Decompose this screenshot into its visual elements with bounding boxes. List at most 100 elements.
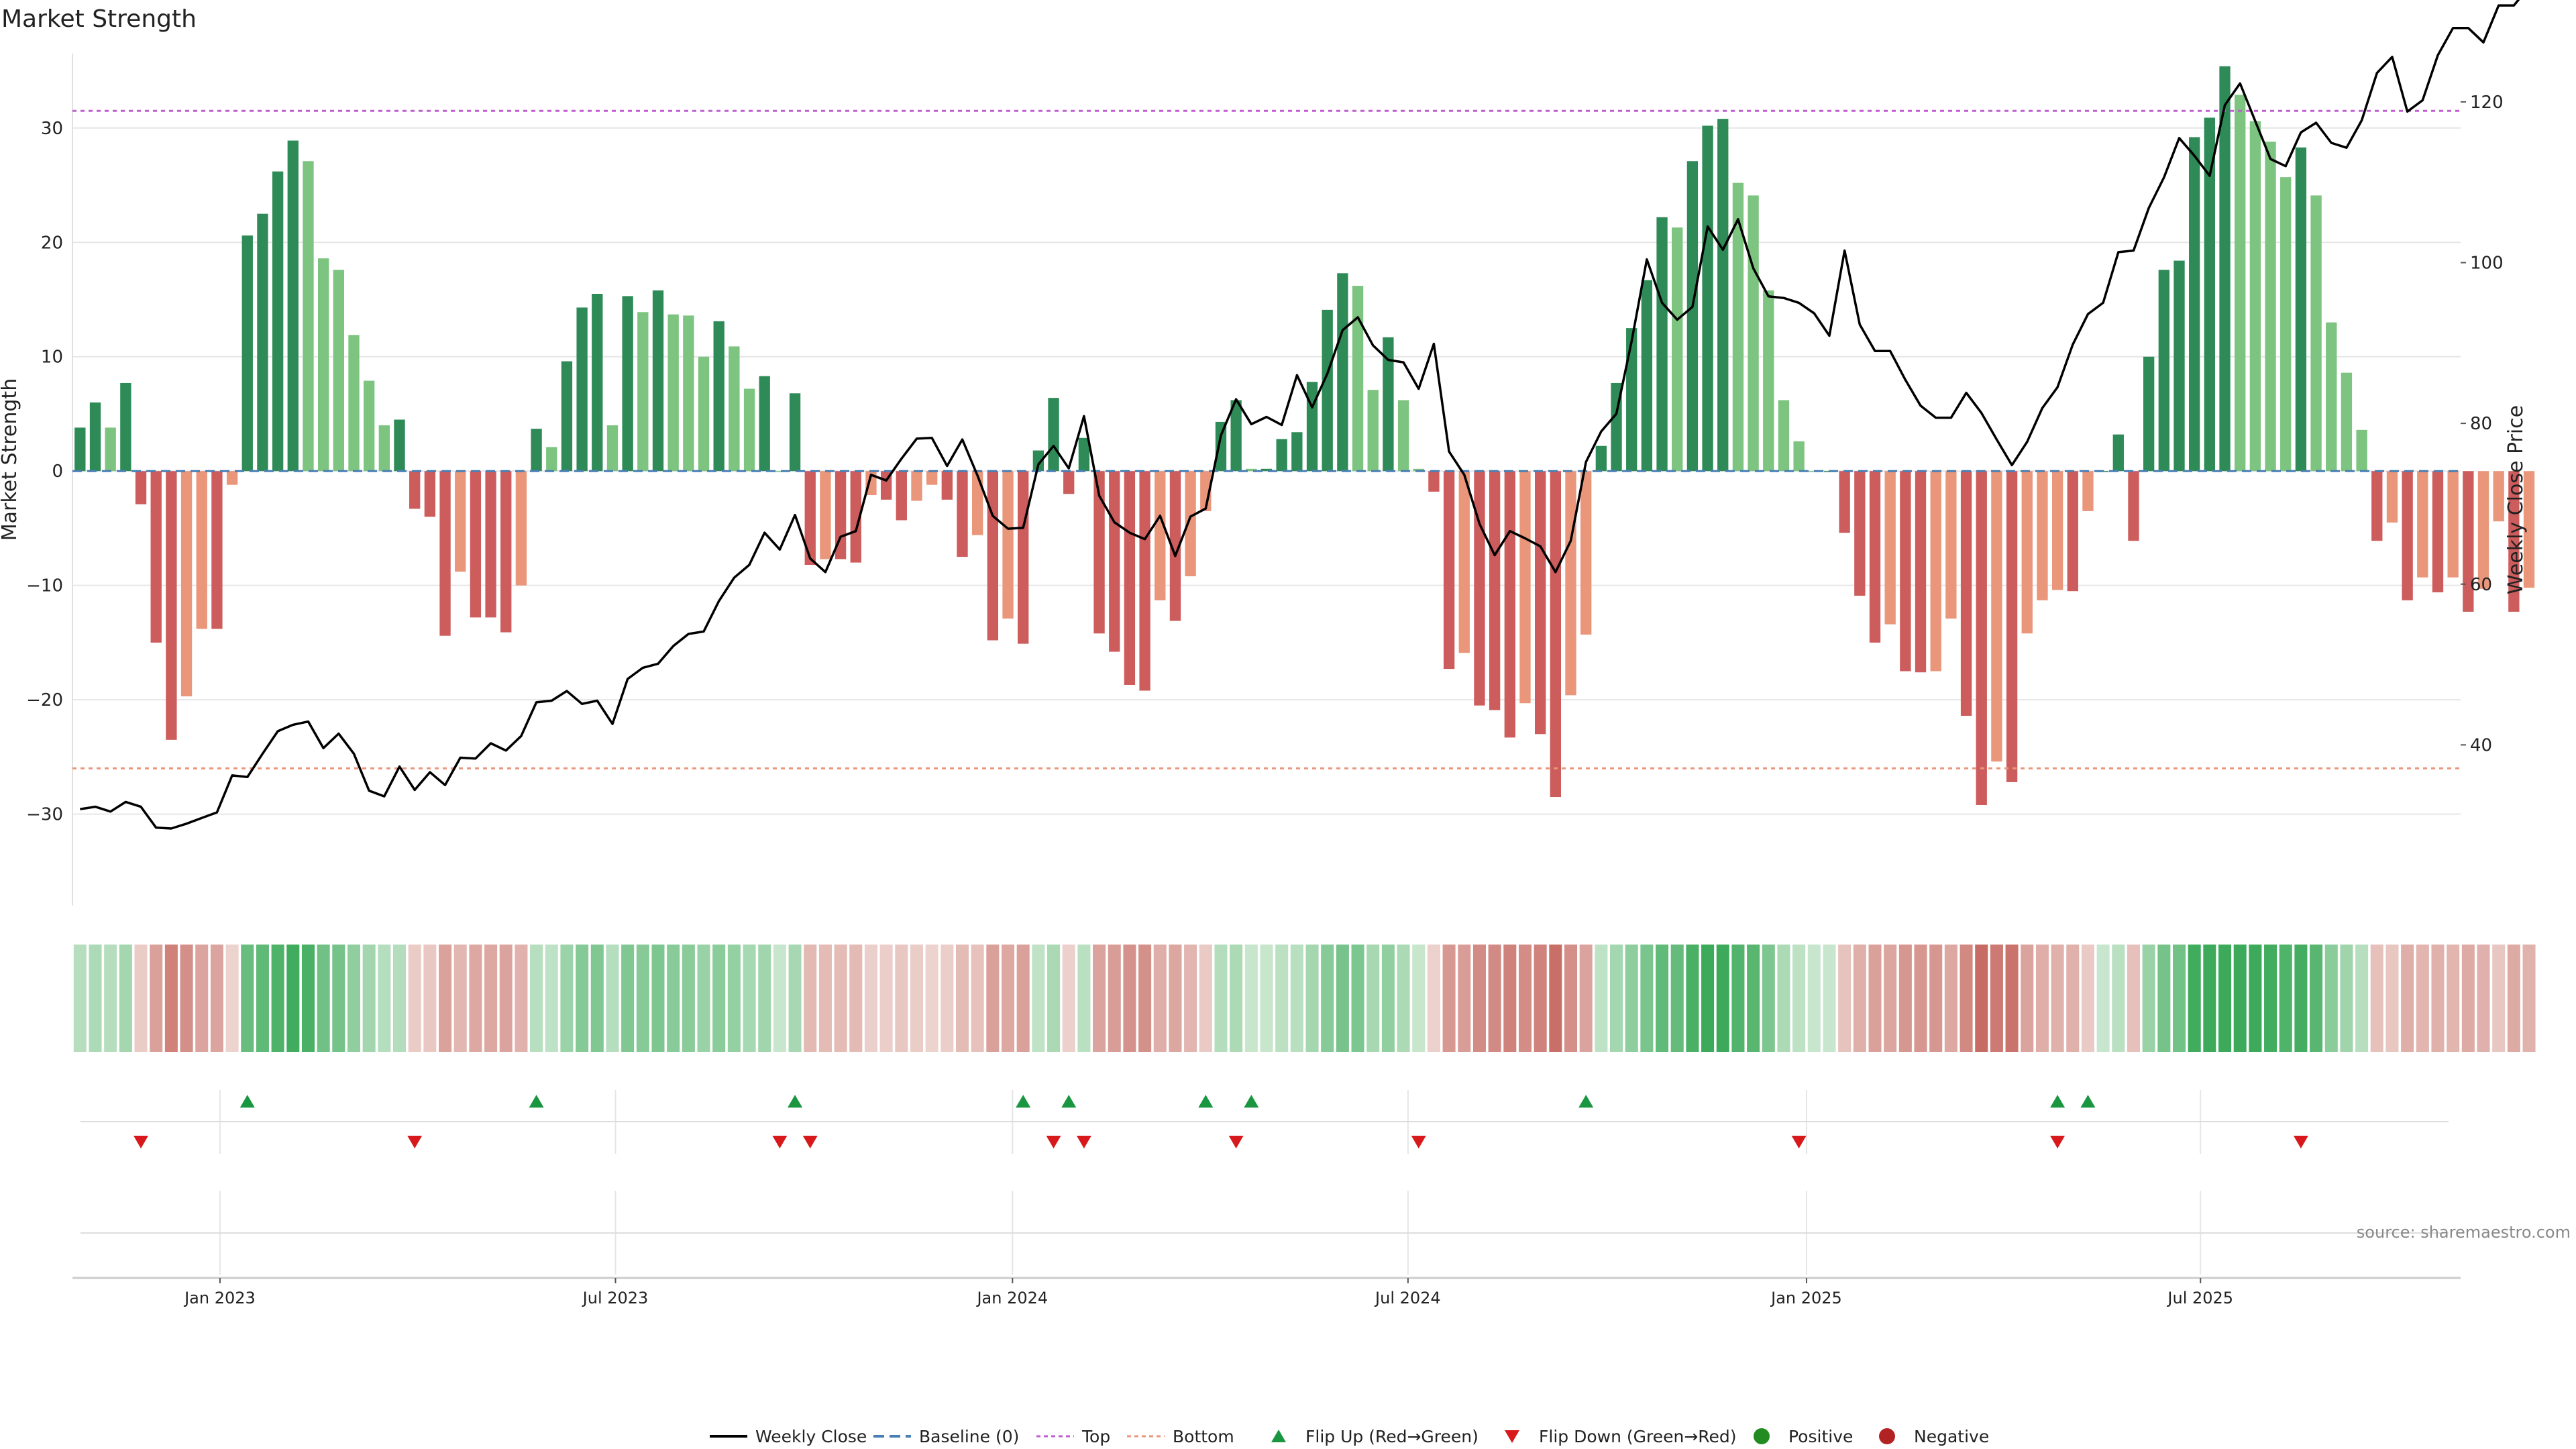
strength-bar	[2341, 372, 2353, 472]
legend-label: Flip Up (Red→Green)	[1305, 1427, 1479, 1446]
heat-cell	[469, 945, 482, 1052]
strength-bar	[1489, 471, 1501, 710]
x-tick-label: Jul 2023	[582, 1289, 649, 1307]
heat-cell	[727, 945, 741, 1052]
strength-bar	[2067, 471, 2078, 592]
heat-cell	[955, 945, 969, 1052]
chart-title: Market Strength	[1, 5, 197, 33]
heat-cell	[515, 945, 528, 1052]
heat-cell	[1807, 945, 1821, 1052]
strength-bar	[1337, 273, 1348, 472]
heat-cell	[1442, 945, 1456, 1052]
strength-bar	[683, 315, 694, 472]
legend-item-bottom: Bottom	[1127, 1427, 1234, 1446]
heat-cell	[2188, 945, 2201, 1052]
legend-item-positive: Positive	[1754, 1427, 1853, 1446]
strength-bar	[606, 425, 619, 472]
strength-bar	[2021, 471, 2033, 634]
heat-cell	[1792, 945, 1806, 1052]
heat-cell	[530, 945, 543, 1052]
heat-cell	[1016, 945, 1030, 1052]
strength-bar	[1093, 471, 1105, 634]
heat-cell	[2021, 945, 2034, 1052]
heat-cell	[606, 945, 619, 1052]
strength-bar	[2310, 195, 2322, 472]
strength-bar	[957, 471, 968, 557]
heat-cell	[1290, 945, 1303, 1052]
legend-label: Bottom	[1173, 1427, 1234, 1446]
y-tick-label: 30	[41, 119, 63, 139]
legend-item-negative: Negative	[1879, 1427, 1989, 1446]
heat-cell	[1108, 945, 1121, 1052]
flip-down-marker	[133, 1136, 149, 1148]
legend-label: Top	[1081, 1427, 1110, 1446]
strength-bar	[546, 447, 557, 472]
heat-cell	[2447, 945, 2460, 1052]
strength-bar	[926, 471, 938, 485]
strength-bar	[1276, 439, 1287, 472]
heat-cell	[1747, 945, 1760, 1052]
legend-item-flipup: Flip Up (Red→Green)	[1271, 1427, 1479, 1446]
strength-bar	[1641, 280, 1653, 472]
strength-bar	[2174, 260, 2185, 472]
heat-cell	[621, 945, 635, 1052]
strength-bar	[2402, 471, 2413, 600]
heat-cell	[986, 945, 1000, 1052]
bottom-panel	[80, 1191, 2449, 1275]
heat-cell	[560, 945, 574, 1052]
strength-bar	[2280, 177, 2292, 472]
heat-cell	[788, 945, 802, 1052]
strength-bar	[2006, 471, 2018, 782]
heat-cell	[408, 945, 421, 1052]
heat-cell	[1488, 945, 1501, 1052]
heat-cell	[2401, 945, 2414, 1052]
flip-down-marker	[1411, 1136, 1426, 1148]
strength-bar	[409, 471, 421, 509]
strength-bar	[2432, 471, 2444, 592]
flip-down-marker	[1791, 1136, 1807, 1148]
heat-cell	[1777, 945, 1790, 1052]
strength-bar	[561, 361, 573, 472]
strength-bar	[622, 296, 633, 472]
strength-bar	[1063, 471, 1075, 494]
legend: Weekly Close Baseline (0) Top Bottom Flip Up…	[710, 1427, 1989, 1446]
strength-bar	[1595, 445, 1607, 472]
heat-cell	[925, 945, 938, 1052]
heat-cell	[818, 945, 832, 1052]
strength-bar	[287, 140, 299, 472]
legend-flip-up-swatch	[1271, 1430, 1286, 1442]
strength-bar	[348, 335, 360, 472]
heat-cell	[1062, 945, 1075, 1052]
heat-cell	[332, 945, 345, 1052]
heat-cell	[1534, 945, 1547, 1052]
strength-bar	[2189, 137, 2200, 472]
strength-bar	[180, 471, 193, 697]
y-tick-label: −20	[26, 690, 63, 710]
heat-cell	[2203, 945, 2216, 1052]
heat-cell	[378, 945, 391, 1052]
heat-cell	[910, 945, 923, 1052]
heat-cell	[1047, 945, 1061, 1052]
heat-cell	[1716, 945, 1729, 1052]
heat-cell	[150, 945, 163, 1052]
strength-bar	[226, 471, 238, 485]
strength-bar	[941, 471, 953, 500]
strength-bar	[1915, 471, 1927, 673]
strength-bar	[2386, 471, 2398, 523]
flip-down-marker	[2050, 1136, 2065, 1148]
strength-bar	[2128, 471, 2139, 541]
heat-cell	[1397, 945, 1410, 1052]
strength-bar	[1155, 471, 1166, 600]
strength-bar	[317, 258, 329, 472]
flip-down-marker	[772, 1136, 788, 1148]
y-tick-label: −30	[26, 805, 63, 825]
strength-bar	[1869, 471, 1881, 643]
heat-cell	[347, 945, 361, 1052]
strength-bar	[515, 471, 527, 586]
heat-cell	[1975, 945, 1988, 1052]
heat-cell	[1321, 945, 1334, 1052]
strength-bar	[500, 471, 512, 633]
flip-down-marker	[407, 1136, 423, 1148]
y2-tick-label: 60	[2470, 575, 2492, 595]
heat-cell	[2370, 945, 2383, 1052]
